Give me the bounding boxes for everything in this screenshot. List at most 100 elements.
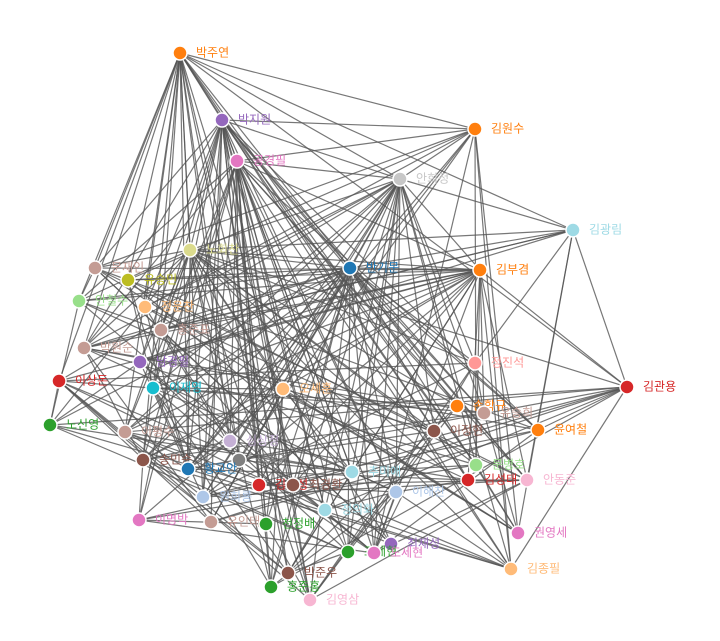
node-label: 이상돈 [75,374,108,388]
node [280,565,296,581]
edge [221,119,476,130]
edge [94,267,435,432]
edge [265,523,311,601]
edge [349,267,481,271]
node-label: 이재명 [169,381,202,395]
node [467,355,483,371]
edge [236,128,476,162]
node [120,272,136,288]
node [285,477,301,493]
node-label: 문재인 [111,261,144,275]
node [258,516,274,532]
node [468,457,484,473]
node [229,153,245,169]
node [467,121,483,137]
node-label: 김원수 [491,122,524,136]
edge [202,269,481,498]
edge [347,267,351,553]
edge [78,249,191,302]
node-label: 오세훈 [299,382,332,396]
edge [58,380,512,570]
node-label: 최경환 [309,478,342,492]
edge [373,430,435,554]
edge [94,128,476,269]
node-label: 홍준홍 [287,580,320,594]
edge [124,431,189,470]
edge [395,491,512,570]
node [222,433,238,449]
edge [474,128,519,534]
edge [189,249,231,442]
edge [58,380,212,523]
node-label: 천정배 [282,516,315,531]
node [565,222,581,238]
edge [179,52,476,130]
edge [138,484,294,521]
edge [94,119,223,269]
node-label: 추미애 [368,465,401,479]
edge [395,479,469,493]
edge [399,178,512,570]
node [503,561,519,577]
edge [399,178,485,414]
node [71,293,87,309]
node [117,424,133,440]
edge [474,229,574,364]
edge [474,128,512,570]
edge [49,424,353,473]
node-label: 권영세 [534,526,567,540]
node [135,452,151,468]
node [426,423,442,439]
edge [83,347,539,431]
node-label: 박준우 [304,566,337,580]
edge [160,329,294,486]
edge [349,267,485,414]
edge [236,160,392,545]
edge [202,119,223,498]
node [195,489,211,505]
node [302,592,318,608]
node [153,322,169,338]
edge [94,267,162,331]
edge [433,362,476,432]
edge [258,479,528,486]
edge [58,362,476,382]
edge [78,52,181,302]
edge [152,387,272,588]
edge [179,52,401,180]
edge [221,119,539,431]
edge [236,160,397,493]
edge [399,128,476,180]
edge [142,178,401,461]
node [275,381,291,397]
edge [152,178,401,389]
edge [49,386,628,426]
node-label: 이해찬 [412,484,445,499]
node-label: 김종필 [527,562,560,576]
edge [349,229,574,269]
edge [236,160,401,180]
edge [152,387,204,498]
edge [510,386,628,570]
edge [124,269,481,433]
edge [229,178,401,442]
edge [292,269,481,486]
edge [83,347,477,466]
node [317,502,333,518]
edge [479,269,628,388]
edge [152,387,240,461]
edge [189,249,512,570]
node-label: 최재성 [407,537,440,551]
edge [238,459,375,554]
node [342,260,358,276]
node [472,262,488,278]
edge [142,412,485,461]
edge [287,551,349,574]
node-label: 박지원 [238,113,271,127]
node [203,514,219,530]
node-label: 김광림 [589,223,622,237]
edge [479,269,485,414]
node [172,45,188,61]
node [366,545,382,561]
